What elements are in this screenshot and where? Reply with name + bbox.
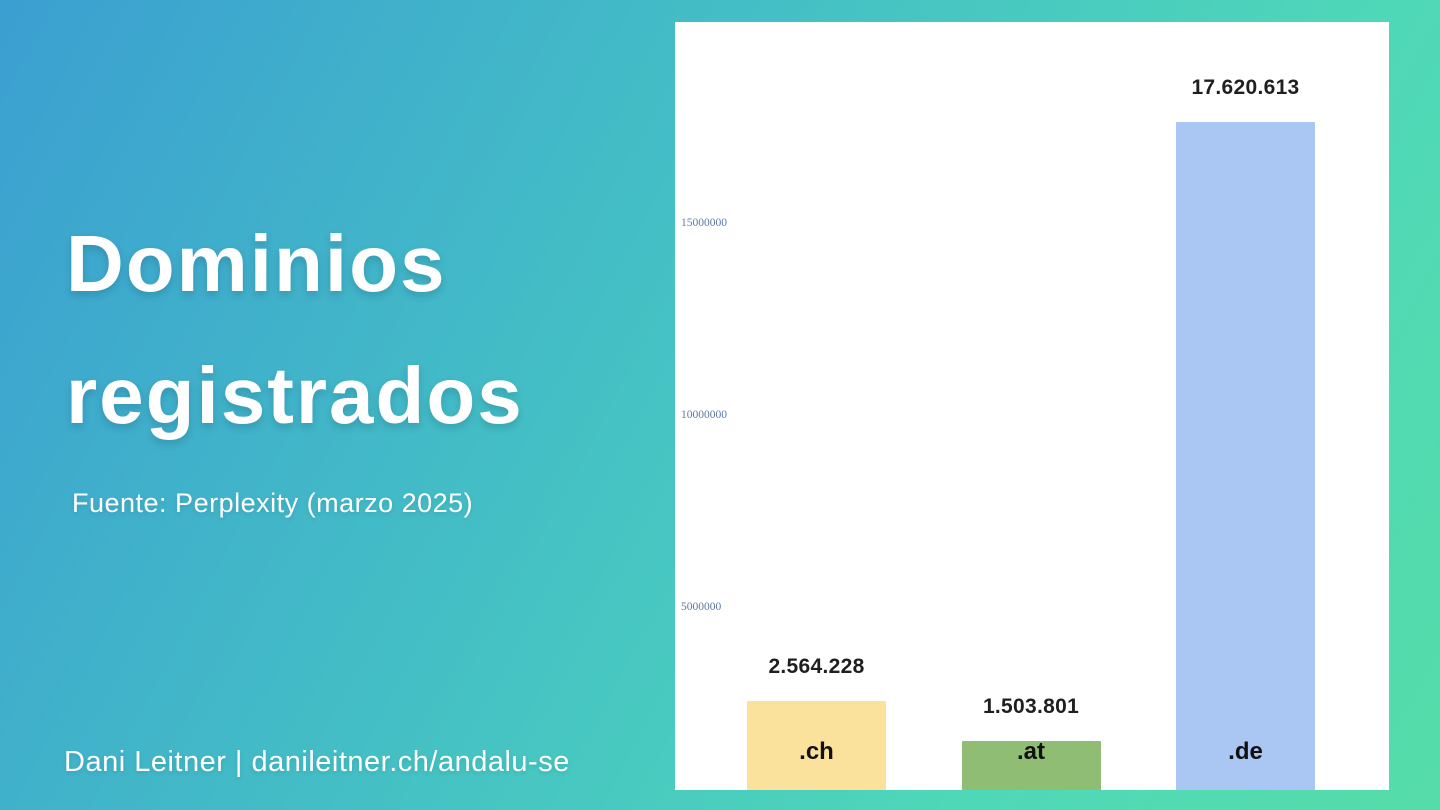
page-title: Dominios registrados xyxy=(66,198,524,462)
source-caption: Fuente: Perplexity (marzo 2025) xyxy=(72,488,474,518)
bar-value-label: 2.564.228 xyxy=(768,654,865,678)
bar-category-label: .ch xyxy=(799,738,834,765)
y-tick-label: 5000000 xyxy=(681,601,722,613)
plot-area: 5000000 10000000 15000000 2.564.228 .ch 1.503… xyxy=(675,22,1389,790)
y-tick-label: 15000000 xyxy=(681,217,727,229)
title-line-2: registrados xyxy=(66,351,524,440)
chart-panel: 5000000 10000000 15000000 2.564.228 .ch 1.503… xyxy=(675,22,1389,790)
title-line-1: Dominios xyxy=(66,219,447,308)
footer-credit: Dani Leitner | danileitner.ch/andalu-se xyxy=(64,746,570,778)
bar-value-label: 1.503.801 xyxy=(982,695,1080,719)
bar-value-label: 17.620.613 xyxy=(1191,76,1300,100)
bar-category-label: .de xyxy=(1228,738,1263,765)
bar-ch xyxy=(747,700,886,790)
bar-category-label: .at xyxy=(1016,738,1045,765)
bar-at xyxy=(961,741,1101,790)
bar-de xyxy=(1176,122,1315,790)
y-tick-label: 10000000 xyxy=(681,409,727,421)
